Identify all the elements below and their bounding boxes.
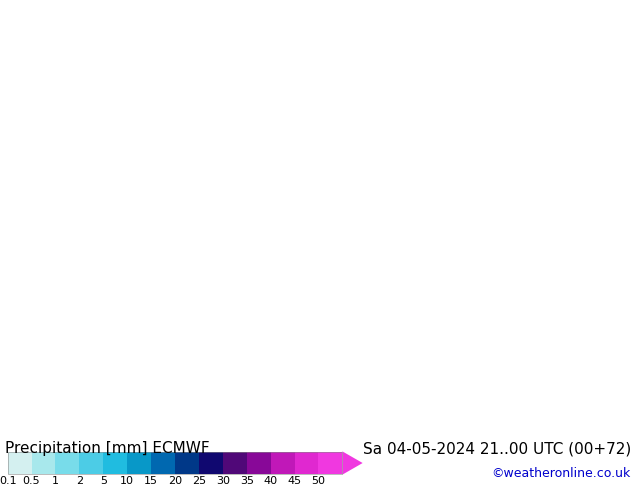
- Text: 10: 10: [120, 476, 134, 486]
- Text: 0.1: 0.1: [0, 476, 16, 486]
- Bar: [79, 452, 103, 474]
- Text: 30: 30: [216, 476, 230, 486]
- Text: 1: 1: [52, 476, 59, 486]
- Text: Sa 04-05-2024 21..00 UTC (00+72): Sa 04-05-2024 21..00 UTC (00+72): [363, 441, 631, 456]
- Bar: [55, 452, 79, 474]
- Text: 50: 50: [311, 476, 325, 486]
- Bar: [271, 452, 295, 474]
- Bar: [103, 452, 127, 474]
- Text: Precipitation [mm] ECMWF: Precipitation [mm] ECMWF: [5, 441, 210, 456]
- Bar: [318, 452, 342, 474]
- Bar: [151, 452, 175, 474]
- Text: 40: 40: [264, 476, 278, 486]
- Text: ©weatheronline.co.uk: ©weatheronline.co.uk: [491, 466, 631, 480]
- Bar: [8, 452, 32, 474]
- Bar: [127, 452, 151, 474]
- Bar: [175, 452, 199, 474]
- Bar: [32, 452, 55, 474]
- Polygon shape: [342, 451, 363, 475]
- Text: 0.5: 0.5: [23, 476, 41, 486]
- Text: 45: 45: [287, 476, 302, 486]
- Bar: [223, 452, 247, 474]
- Bar: [247, 452, 271, 474]
- Bar: [199, 452, 223, 474]
- Bar: [295, 452, 318, 474]
- Bar: [8, 452, 342, 474]
- Text: 5: 5: [100, 476, 107, 486]
- Text: 20: 20: [168, 476, 182, 486]
- Text: 35: 35: [240, 476, 254, 486]
- Text: 2: 2: [76, 476, 83, 486]
- Text: 25: 25: [192, 476, 206, 486]
- Text: 15: 15: [144, 476, 158, 486]
